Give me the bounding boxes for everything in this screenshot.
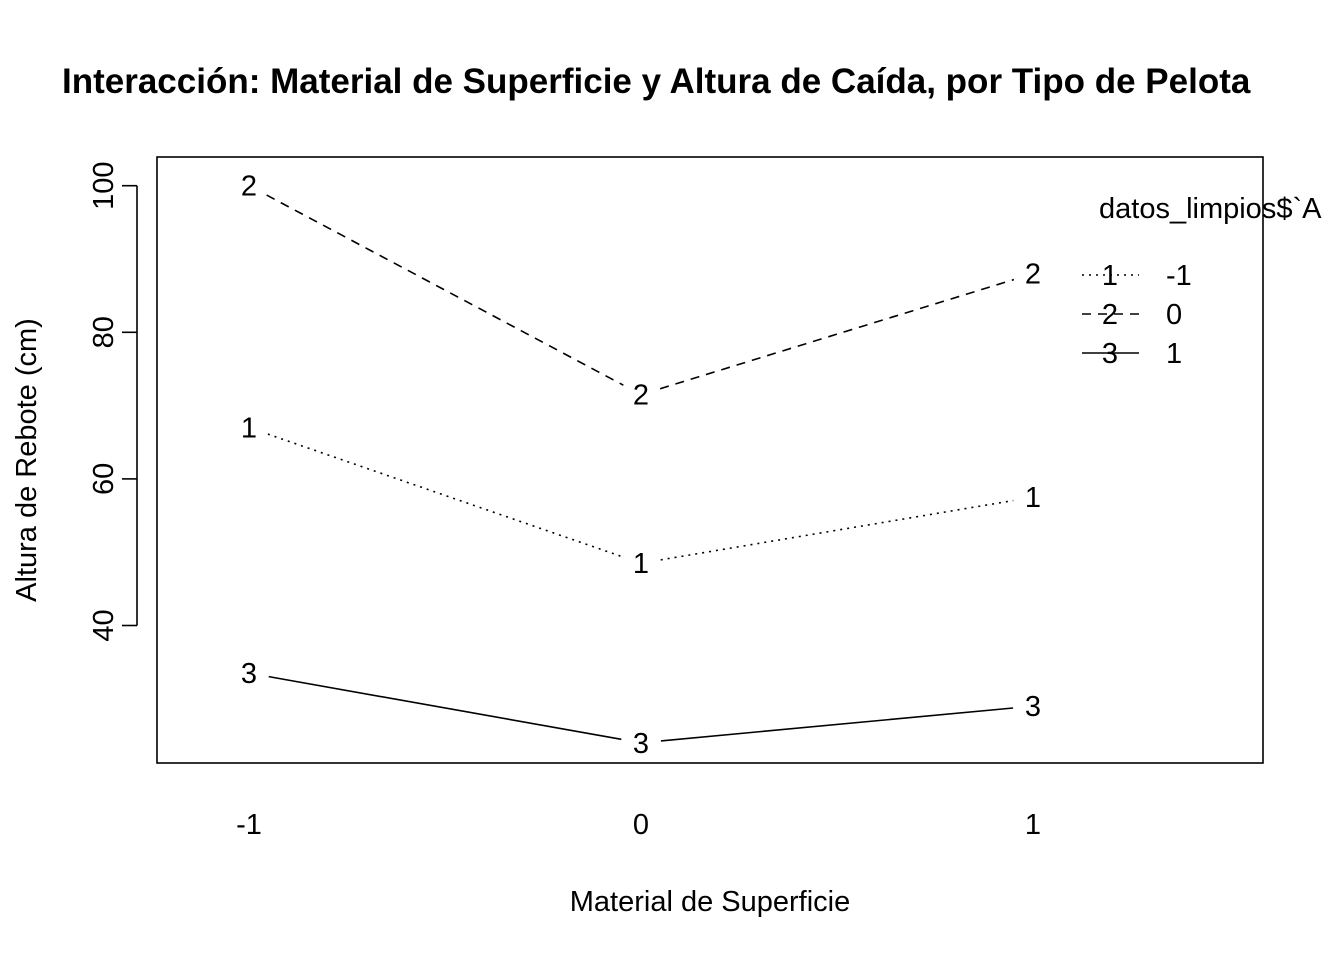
x-tick-label: 0 bbox=[633, 809, 649, 841]
data-point-label: 3 bbox=[241, 658, 257, 690]
series-segment bbox=[266, 194, 624, 386]
series-segment bbox=[660, 499, 1014, 561]
legend-label: -1 bbox=[1166, 260, 1192, 292]
series-2: 2 2 2 bbox=[241, 171, 1041, 412]
series-segment bbox=[660, 707, 1014, 742]
y-tick-label: 100 bbox=[88, 162, 120, 210]
data-point-label: 1 bbox=[633, 548, 649, 580]
series-layer: 1 1 1 2 2 2 3 3 3 bbox=[241, 171, 1041, 760]
legend-symbol: 3 bbox=[1102, 338, 1118, 370]
data-point-label: 3 bbox=[1025, 691, 1041, 723]
y-tick-label: 60 bbox=[88, 463, 120, 495]
legend-title: datos_limpios$`A bbox=[1099, 193, 1322, 225]
x-axis: -1 0 1 bbox=[236, 809, 1041, 841]
y-tick-label: 80 bbox=[88, 316, 120, 348]
legend-label: 1 bbox=[1166, 338, 1182, 370]
data-point-label: 1 bbox=[1025, 482, 1041, 514]
y-axis: 40 60 80 100 bbox=[88, 162, 138, 642]
x-axis-label: Material de Superficie bbox=[570, 886, 850, 918]
data-point-label: 1 bbox=[241, 413, 257, 445]
series-1: 1 1 1 bbox=[241, 413, 1041, 581]
data-point-label: 2 bbox=[241, 171, 257, 203]
y-axis-label: Altura de Rebote (cm) bbox=[11, 318, 43, 602]
legend-symbol: 1 bbox=[1102, 260, 1118, 292]
series-segment bbox=[267, 433, 623, 558]
y-tick-label: 40 bbox=[88, 609, 120, 641]
data-point-label: 2 bbox=[633, 380, 649, 412]
series-segment bbox=[659, 278, 1015, 390]
data-point-label: 3 bbox=[633, 728, 649, 760]
legend-symbol: 2 bbox=[1102, 299, 1118, 331]
x-tick-label: -1 bbox=[236, 809, 262, 841]
series-3: 3 3 3 bbox=[241, 658, 1041, 760]
x-tick-label: 1 bbox=[1025, 809, 1041, 841]
data-point-label: 2 bbox=[1025, 259, 1041, 291]
series-segment bbox=[268, 675, 622, 741]
chart-title: Interacción: Material de Superficie y Al… bbox=[62, 62, 1251, 101]
plot-frame bbox=[156, 156, 1264, 764]
legend-label: 0 bbox=[1166, 299, 1182, 331]
legend: datos_limpios$`A 1 -1 2 0 3 1 bbox=[1082, 193, 1322, 370]
